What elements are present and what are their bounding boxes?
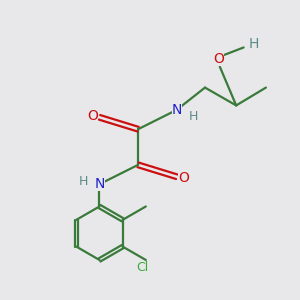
Text: O: O <box>88 109 98 123</box>
Text: O: O <box>178 171 189 185</box>
Text: O: O <box>213 52 224 66</box>
Text: N: N <box>94 177 105 191</box>
Text: N: N <box>172 103 182 117</box>
Text: H: H <box>188 110 198 123</box>
Text: H: H <box>78 175 88 188</box>
Text: H: H <box>249 38 259 52</box>
Text: Cl: Cl <box>137 261 149 274</box>
